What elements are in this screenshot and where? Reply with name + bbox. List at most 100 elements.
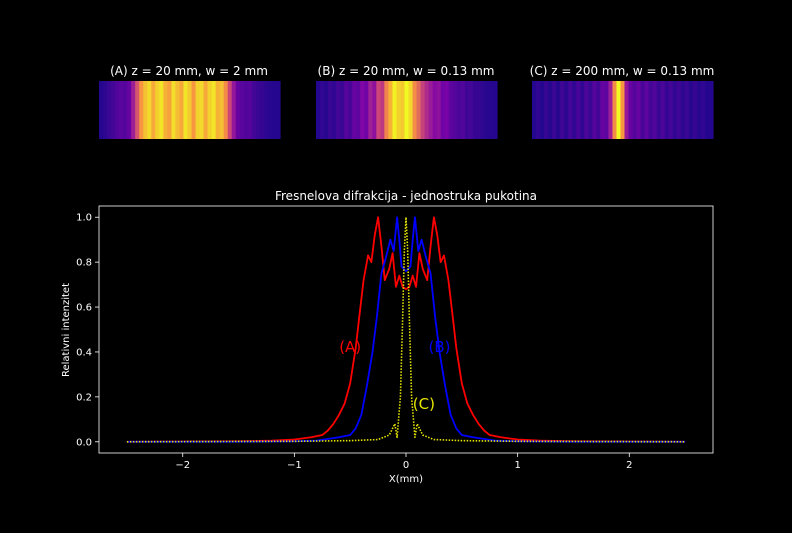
heatmap-cell (404, 81, 410, 139)
heatmap-cell (344, 81, 349, 139)
heatmap-cell (215, 81, 221, 139)
x-tick-label: −1 (287, 460, 302, 471)
heatmap-cell (368, 81, 373, 139)
heatmap-cell (127, 81, 132, 139)
heatmap-cell (452, 81, 458, 139)
y-tick-label: 0.2 (76, 392, 92, 403)
heatmap-panel-b: (B) z = 20 mm, w = 0.13 mm (316, 64, 498, 139)
heatmap-cell (239, 81, 245, 139)
heatmap-cell (195, 81, 201, 139)
heatmap-cell (155, 81, 160, 139)
series-annotations: (A) (B) (C) (339, 338, 450, 413)
x-tick-label: 2 (626, 460, 632, 471)
heatmap-cell (592, 81, 597, 139)
heatmap-cell (652, 81, 658, 139)
y-axis-label: Relativni intenzitet (61, 283, 72, 377)
heatmap-cell (548, 81, 553, 139)
heatmap-cell (111, 81, 116, 139)
heatmap-cell (231, 81, 237, 139)
heatmap-cell (628, 81, 634, 139)
heatmap-cell (424, 81, 430, 139)
heatmap-cell (243, 81, 249, 139)
y-tick-label: 0.6 (76, 303, 92, 314)
heatmap-cell (536, 81, 541, 139)
heatmap-cell (472, 81, 478, 139)
x-axis-ticks: −2 −1 0 1 2 (175, 453, 632, 471)
heatmap-cell (620, 81, 626, 139)
series-line-a (126, 216, 686, 443)
heatmap-cell (324, 81, 329, 139)
heatmap-cell (332, 81, 337, 139)
heatmap-cell (596, 81, 601, 139)
heatmap-cell (572, 81, 577, 139)
heatmap-cell (680, 81, 686, 139)
plot-frame (98, 205, 714, 454)
heatmap-cell (636, 81, 642, 139)
heatmap-cell (263, 81, 269, 139)
heatmap-cell (348, 81, 353, 139)
heatmap-cell (708, 81, 714, 139)
heatmap-cell (316, 81, 321, 139)
heatmap-cell (436, 81, 442, 139)
heatmap-cell (612, 81, 618, 139)
heatmap-cell (568, 81, 573, 139)
heatmap-cell (203, 81, 209, 139)
heatmap-cell (428, 81, 434, 139)
heatmap-cell (207, 81, 213, 139)
heatmap-cell (360, 81, 365, 139)
heatmap-cell (328, 81, 333, 139)
heatmap-cell (135, 81, 140, 139)
y-tick-label: 0.8 (76, 258, 92, 269)
heatmap-cell (139, 81, 144, 139)
heatmap-cell (396, 81, 402, 139)
heatmap-c-title: (C) z = 200 mm, w = 0.13 mm (530, 64, 715, 78)
heatmap-a-strip (99, 81, 281, 139)
heatmap-cell (255, 81, 261, 139)
heatmap-cell (115, 81, 120, 139)
heatmap-c-strip (532, 81, 714, 139)
heatmap-cell (588, 81, 593, 139)
heatmap-cell (700, 81, 706, 139)
heatmap-cell (99, 81, 104, 139)
heatmap-cell (259, 81, 265, 139)
heatmap-cell (187, 81, 193, 139)
heatmap-cell (688, 81, 694, 139)
heatmap-cell (440, 81, 446, 139)
line-plot: Fresnelova difrakcija - jednostruka puko… (61, 189, 714, 485)
x-tick-label: 1 (514, 460, 520, 471)
heatmap-cell (123, 81, 128, 139)
series-line-c (126, 216, 686, 443)
heatmap-cell (320, 81, 325, 139)
heatmap-cell (151, 81, 156, 139)
y-tick-label: 0.4 (76, 347, 92, 358)
heatmap-cell (412, 81, 418, 139)
heatmap-cell (376, 81, 381, 139)
y-axis-ticks: 0.0 0.2 0.4 0.6 0.8 1.0 (76, 213, 99, 448)
heatmap-cell (352, 81, 357, 139)
heatmap-cell (147, 81, 152, 139)
plot-title: Fresnelova difrakcija - jednostruka puko… (275, 189, 537, 203)
heatmap-cell (364, 81, 369, 139)
heatmap-cell (420, 81, 426, 139)
heatmap-cell (432, 81, 438, 139)
heatmap-cell (676, 81, 682, 139)
heatmap-b-title: (B) z = 20 mm, w = 0.13 mm (318, 64, 495, 78)
heatmap-cell (484, 81, 490, 139)
heatmap-cell (656, 81, 662, 139)
heatmap-cell (456, 81, 462, 139)
heatmap-cell (163, 81, 168, 139)
heatmap-cell (223, 81, 229, 139)
heatmap-cell (672, 81, 678, 139)
y-tick-label: 1.0 (76, 213, 92, 224)
heatmap-cell (704, 81, 710, 139)
heatmap-cell (660, 81, 666, 139)
heatmap-cell (624, 81, 630, 139)
heatmap-cell (219, 81, 225, 139)
heatmap-cell (103, 81, 108, 139)
heatmap-cell (460, 81, 466, 139)
heatmap-cell (267, 81, 273, 139)
heatmap-cell (388, 81, 394, 139)
heatmap-cell (488, 81, 494, 139)
heatmap-cell (492, 81, 498, 139)
